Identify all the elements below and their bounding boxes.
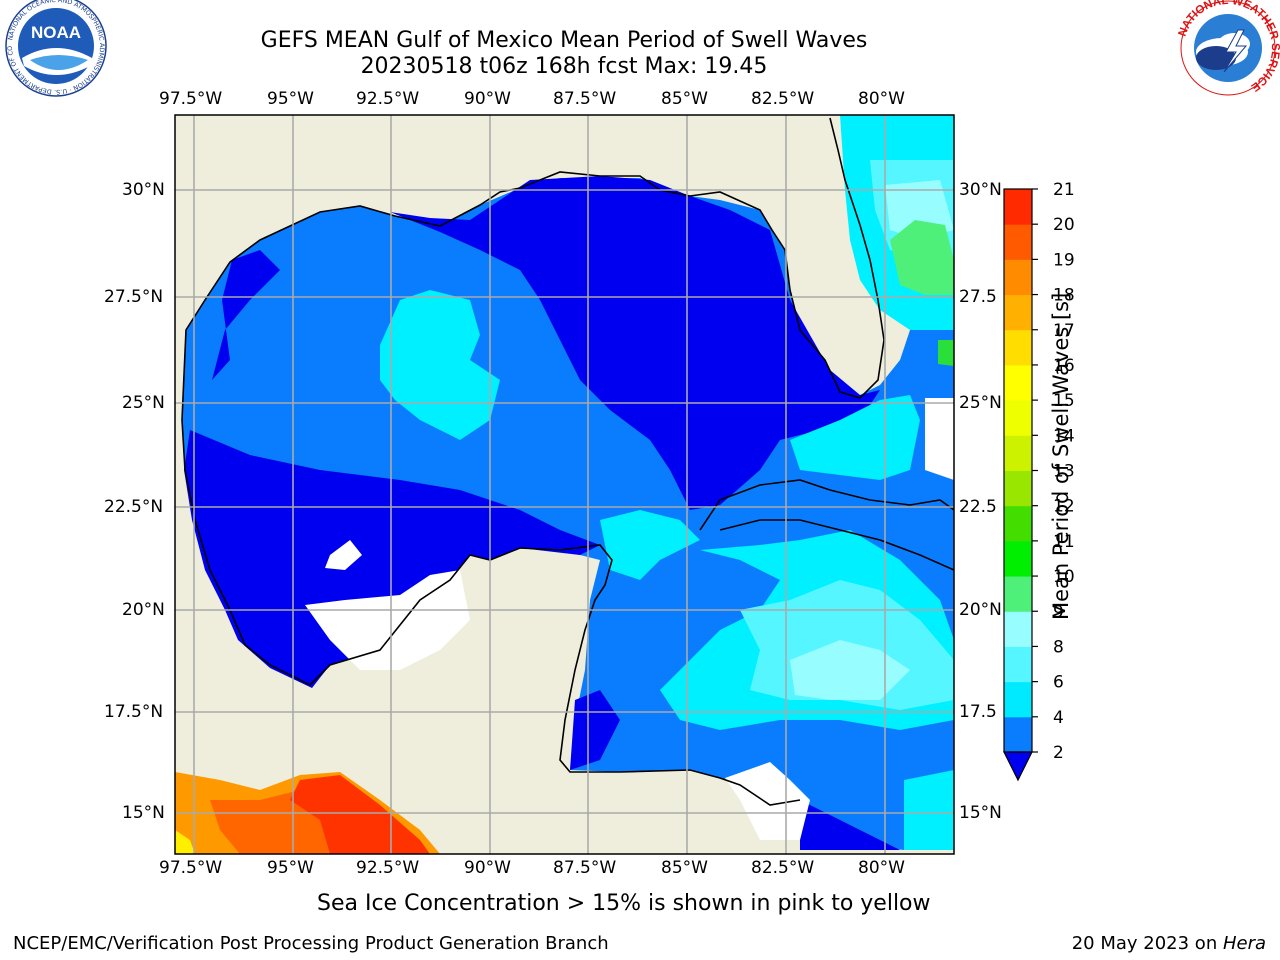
lon-label-top: 82.5°W xyxy=(751,89,815,109)
lat-label-left: 27.5°N xyxy=(104,287,164,307)
colorbar-tick-label: 16 xyxy=(1053,356,1075,376)
colorbar-title: Mean Period of Swell Waves [s] xyxy=(1049,292,1073,620)
colorbar-tick-label: 20 xyxy=(1053,215,1075,235)
footer-date-text: 20 May 2023 on xyxy=(1071,933,1223,954)
colorbar-tick-label: 2 xyxy=(1053,743,1064,763)
lon-label-bottom: 87.5°W xyxy=(553,858,617,878)
colorbar-tick-label: 18 xyxy=(1053,286,1075,306)
band-lt2-west xyxy=(212,250,280,380)
colorbar-tick-label: 17 xyxy=(1053,321,1075,341)
colorbar-segment xyxy=(1004,224,1032,260)
colorbar-segment xyxy=(1004,646,1032,683)
colorbar-tick-label: 6 xyxy=(1053,673,1064,693)
colorbar-segment xyxy=(1004,470,1032,507)
footer-host: Hera xyxy=(1222,933,1266,954)
band-lt2-yucatan xyxy=(570,690,620,770)
colorbar-tick-label: 13 xyxy=(1053,462,1075,482)
chart-title: GEFS MEAN Gulf of Mexico Mean Period of … xyxy=(260,28,868,53)
chart-subtitle: 20230518 t06z 168h fcst Max: 19.45 xyxy=(360,54,768,79)
lon-label-bottom: 80°W xyxy=(858,858,905,878)
lon-label-bottom: 92.5°W xyxy=(356,858,420,878)
lat-label-right: 20°N xyxy=(959,600,1002,620)
lon-label-top: 87.5°W xyxy=(553,89,617,109)
lon-label-bottom: 90°W xyxy=(464,858,511,878)
pacific-band-19 xyxy=(290,775,430,854)
nodata-small-1 xyxy=(325,540,362,570)
coastlines xyxy=(181,117,954,806)
colorbar-tick-label: 9 xyxy=(1053,602,1064,622)
colorbar-segment xyxy=(1004,681,1032,718)
colorbar-tick-label: 11 xyxy=(1053,532,1075,552)
lon-label-bottom: 97.5°W xyxy=(159,858,223,878)
colorbar-segment xyxy=(1004,329,1032,366)
lon-label-top: 92.5°W xyxy=(356,89,420,109)
colorbar-tick-label: 19 xyxy=(1053,250,1075,270)
lon-label-top: 97.5°W xyxy=(159,89,223,109)
colorbar-tick-label: 15 xyxy=(1053,391,1075,411)
colorbar-segment xyxy=(1004,576,1032,612)
lon-label-top: 85°W xyxy=(661,89,708,109)
nodata-honduras xyxy=(725,762,810,840)
lat-label-right: 22.5 xyxy=(959,497,997,517)
lon-label-bottom: 95°W xyxy=(267,858,314,878)
colorbar-segment xyxy=(1004,540,1032,577)
lon-label-top: 95°W xyxy=(267,89,314,109)
colorbar-segment xyxy=(1004,189,1032,225)
band-9-10-atlantic xyxy=(890,220,954,295)
band-lt2-north xyxy=(390,176,880,510)
nodata-east xyxy=(925,398,954,480)
band-4-6-se xyxy=(904,770,954,850)
colorbar-tick-label: 8 xyxy=(1053,637,1064,657)
lat-label-left: 30°N xyxy=(122,180,165,200)
map-area xyxy=(175,115,954,854)
caption: Sea Ice Concentration > 15% is shown in … xyxy=(317,891,931,916)
nws-logo: NATIONAL WEATHER SERVICE xyxy=(1177,0,1280,96)
lon-label-top: 90°W xyxy=(464,89,511,109)
pacific-band-15 xyxy=(175,830,195,854)
colorbar-tick-label: 14 xyxy=(1053,426,1075,446)
colorbar-tick-label: 4 xyxy=(1053,708,1064,728)
svg-text:NOAA: NOAA xyxy=(31,23,81,42)
lat-label-right: 17.5 xyxy=(959,702,997,722)
lat-label-right: 25°N xyxy=(959,393,1002,413)
colorbar-tick-label: 12 xyxy=(1053,497,1075,517)
band-10-11-atlantic xyxy=(938,340,954,366)
colorbar-segment xyxy=(1004,259,1032,296)
colorbar-segment xyxy=(1004,294,1032,331)
colorbar-tick-label: 21 xyxy=(1053,180,1075,200)
footer-credit: NCEP/EMC/Verification Post Processing Pr… xyxy=(13,933,609,954)
noaa-logo: NOAA NATIONAL OCEANIC AND ATMOSPHERIC AD… xyxy=(0,0,107,97)
colorbar-segment xyxy=(1004,505,1032,542)
colorbar-segment xyxy=(1004,611,1032,647)
lon-label-bottom: 82.5°W xyxy=(751,858,815,878)
colorbar-segment xyxy=(1004,716,1032,753)
footer-date: 20 May 2023 on Hera xyxy=(1072,933,1266,954)
colorbar-segment xyxy=(1004,364,1032,401)
lat-label-left: 17.5°N xyxy=(104,702,164,722)
band-4-6-florida-straits xyxy=(790,395,920,480)
lat-label-right: 15°N xyxy=(959,803,1002,823)
band-8-9-caribbean xyxy=(790,640,910,700)
lon-label-bottom: 85°W xyxy=(661,858,708,878)
lat-label-right: 27.5 xyxy=(959,287,997,307)
lon-label-top: 80°W xyxy=(858,89,905,109)
colorbar-tick-label: 10 xyxy=(1053,567,1075,587)
lat-label-left: 15°N xyxy=(122,803,165,823)
lat-label-right: 30°N xyxy=(959,180,1002,200)
colorbar-segment xyxy=(1004,400,1032,436)
band-4-6-channel xyxy=(600,510,700,580)
colorbar-segment xyxy=(1004,435,1032,471)
band-lt2-southwest xyxy=(184,430,600,688)
gridlines xyxy=(175,115,954,854)
lat-label-left: 20°N xyxy=(122,600,165,620)
lat-label-left: 22.5°N xyxy=(104,497,164,517)
map-frame xyxy=(174,114,955,855)
colorbar: 2 4 6 8 9 10 11 12 13 14 15 16 17 18 19 20 21 xyxy=(1003,180,1075,782)
lat-label-left: 25°N xyxy=(122,393,165,413)
